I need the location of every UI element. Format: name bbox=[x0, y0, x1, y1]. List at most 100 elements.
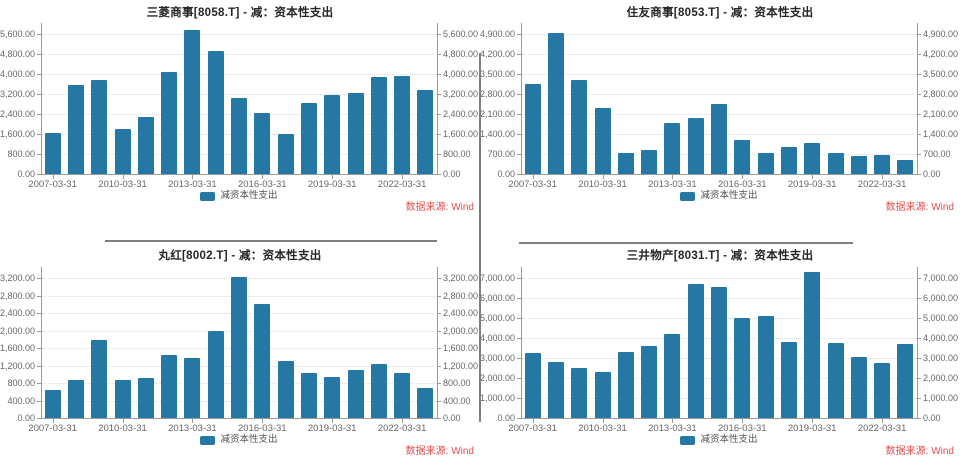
bar-2009-03-31[interactable] bbox=[91, 339, 108, 418]
bar-2022-03-31[interactable] bbox=[394, 373, 411, 418]
y-axis-label-right: 2,100.00 bbox=[923, 109, 959, 119]
bar-2020-03-31[interactable] bbox=[827, 343, 844, 418]
bar-2019-03-31[interactable] bbox=[804, 272, 821, 418]
x-axis-tick bbox=[812, 175, 814, 179]
bar-2008-03-31[interactable] bbox=[547, 362, 564, 418]
bar-2010-03-31[interactable] bbox=[594, 372, 611, 418]
bar-2021-03-31[interactable] bbox=[850, 155, 867, 174]
bar-2017-03-31[interactable] bbox=[277, 360, 294, 418]
bar-2022-03-31[interactable] bbox=[394, 76, 411, 174]
bar-2014-03-31[interactable] bbox=[687, 118, 704, 174]
legend[interactable]: 减资本性支出 bbox=[41, 191, 437, 201]
bar-2017-03-31[interactable] bbox=[277, 134, 294, 174]
y-axis-tick bbox=[437, 418, 441, 419]
y-axis-label-right: 800.00 bbox=[443, 149, 471, 159]
bar-2023-03-31[interactable] bbox=[897, 343, 914, 418]
bar-2016-03-31[interactable] bbox=[254, 112, 271, 174]
bar-2023-03-31[interactable] bbox=[417, 387, 434, 418]
bar-2015-03-31[interactable] bbox=[711, 103, 727, 174]
bar-2022-03-31[interactable] bbox=[874, 363, 891, 418]
bar-2009-03-31[interactable] bbox=[91, 79, 108, 174]
bar-2019-03-31[interactable] bbox=[324, 377, 341, 418]
plot-area: 0.00 0.00 800.00 800.00 1,600.00 1,600.00 2,40… bbox=[0, 0, 480, 230]
bar-2014-03-31[interactable] bbox=[207, 330, 224, 418]
bar-2021-03-31[interactable] bbox=[370, 77, 387, 174]
bar-2014-03-31[interactable] bbox=[207, 50, 224, 174]
y-axis-label-left: 700.00 bbox=[487, 149, 515, 159]
bar-2018-03-31[interactable] bbox=[300, 103, 317, 174]
bar-2011-03-31[interactable] bbox=[617, 352, 634, 418]
y-axis-label-left: 800.00 bbox=[7, 378, 35, 388]
legend[interactable]: 减资本性支出 bbox=[41, 435, 437, 445]
bar-2023-03-31[interactable] bbox=[897, 159, 914, 174]
y-axis-label-right: 4,800.00 bbox=[443, 49, 479, 59]
bar-2020-03-31[interactable] bbox=[827, 152, 844, 174]
bar-2007-03-31[interactable] bbox=[44, 389, 61, 418]
bar-2007-03-31[interactable] bbox=[44, 132, 61, 175]
chart-panel-mitsubishi-8058: 三菱商事[8058.T] - 减：资本性支出 0.00 0.00 800.00 800… bbox=[0, 0, 480, 230]
bar-2017-03-31[interactable] bbox=[757, 153, 774, 174]
bar-2008-03-31[interactable] bbox=[547, 32, 564, 174]
x-axis-label: 2019-03-31 bbox=[307, 423, 357, 434]
bar-2008-03-31[interactable] bbox=[67, 84, 84, 174]
bar-2022-03-31[interactable] bbox=[874, 154, 891, 174]
y-axis-tick bbox=[437, 34, 441, 35]
y-axis-label-right: 700.00 bbox=[923, 149, 951, 159]
bar-2009-03-31[interactable] bbox=[571, 79, 588, 174]
bar-2016-03-31[interactable] bbox=[734, 318, 751, 418]
y-axis-label-right: 4,000.00 bbox=[923, 333, 959, 343]
y-axis-tick bbox=[517, 94, 521, 95]
bar-2015-03-31[interactable] bbox=[231, 97, 247, 174]
bar-2013-03-31[interactable] bbox=[664, 122, 681, 174]
data-source-label: 数据来源: Wind bbox=[885, 446, 954, 457]
legend[interactable]: 减资本性支出 bbox=[521, 191, 917, 201]
bar-2019-03-31[interactable] bbox=[324, 94, 341, 175]
bar-2011-03-31[interactable] bbox=[137, 378, 154, 418]
bar-2011-03-31[interactable] bbox=[137, 117, 154, 175]
y-axis-label-right: 5,600.00 bbox=[443, 29, 479, 39]
legend[interactable]: 减资本性支出 bbox=[521, 435, 917, 445]
bar-2015-03-31[interactable] bbox=[231, 276, 247, 418]
bar-2020-03-31[interactable] bbox=[347, 92, 364, 175]
bar-2021-03-31[interactable] bbox=[370, 363, 387, 419]
y-axis-line-right bbox=[917, 267, 918, 418]
y-axis-tick bbox=[437, 134, 441, 135]
bar-2010-03-31[interactable] bbox=[594, 108, 611, 174]
bar-2013-03-31[interactable] bbox=[184, 29, 201, 174]
bar-2012-03-31[interactable] bbox=[641, 345, 658, 418]
bar-2020-03-31[interactable] bbox=[347, 370, 364, 418]
bar-2012-03-31[interactable] bbox=[641, 149, 658, 174]
bar-2009-03-31[interactable] bbox=[571, 368, 588, 418]
bar-2012-03-31[interactable] bbox=[161, 355, 178, 418]
bar-2016-03-31[interactable] bbox=[734, 140, 751, 174]
y-axis-line-right bbox=[917, 23, 918, 174]
y-axis-tick bbox=[37, 313, 41, 314]
bar-2021-03-31[interactable] bbox=[850, 357, 867, 418]
bar-2008-03-31[interactable] bbox=[67, 379, 84, 418]
y-axis-label-left: 4,000.00 bbox=[480, 333, 516, 343]
bar-2015-03-31[interactable] bbox=[711, 286, 727, 418]
bar-2023-03-31[interactable] bbox=[417, 90, 434, 175]
bar-2007-03-31[interactable] bbox=[524, 353, 541, 418]
bar-2019-03-31[interactable] bbox=[804, 143, 821, 174]
bar-2011-03-31[interactable] bbox=[617, 153, 634, 174]
y-axis-tick bbox=[517, 318, 521, 319]
bar-2010-03-31[interactable] bbox=[114, 379, 131, 418]
bar-2012-03-31[interactable] bbox=[161, 71, 178, 174]
x-axis-line bbox=[41, 418, 438, 419]
bar-2014-03-31[interactable] bbox=[687, 283, 704, 418]
gridline bbox=[521, 54, 917, 55]
bar-2013-03-31[interactable] bbox=[184, 357, 201, 418]
bar-2018-03-31[interactable] bbox=[300, 372, 317, 418]
bar-2017-03-31[interactable] bbox=[757, 316, 774, 418]
bar-2013-03-31[interactable] bbox=[664, 334, 681, 418]
y-axis-label-left: 3,500.00 bbox=[480, 69, 516, 79]
bar-2007-03-31[interactable] bbox=[524, 84, 541, 174]
y-axis-label-right: 5,000.00 bbox=[923, 313, 959, 323]
bar-2018-03-31[interactable] bbox=[780, 146, 797, 174]
y-axis-label-right: 1,000.00 bbox=[923, 393, 959, 403]
bar-2016-03-31[interactable] bbox=[254, 304, 271, 419]
bar-2018-03-31[interactable] bbox=[780, 342, 797, 418]
y-axis-tick bbox=[517, 34, 521, 35]
bar-2010-03-31[interactable] bbox=[114, 128, 131, 174]
